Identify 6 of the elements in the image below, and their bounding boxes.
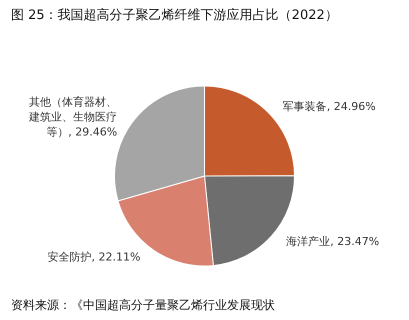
slice-label: 军事装备, 24.96% <box>282 100 376 114</box>
chart-title: 图 25：我国超高分子聚乙烯纤维下游应用占比（2022） <box>11 7 338 23</box>
slice-label: 安全防护, 22.11% <box>48 250 140 264</box>
slice-label: 其他（体育器材、建筑业、生物医疗等）, 29.46% <box>28 96 118 139</box>
slice-label: 海洋产业, 23.47% <box>286 235 380 248</box>
text: 资料来源：《中国超高分子量聚乙烯行业发展现状 <box>11 298 275 312</box>
